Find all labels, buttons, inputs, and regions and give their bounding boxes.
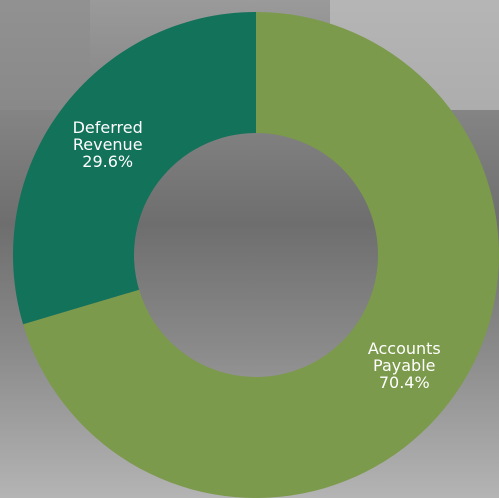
slice-name: Accounts Payable — [367, 339, 441, 376]
slice-value: 70.4% — [378, 373, 430, 393]
slice-label: Accounts Payable 70.4% — [349, 340, 459, 391]
slice-label: Deferred Revenue 29.6% — [53, 119, 163, 170]
slice-value: 29.6% — [82, 151, 134, 171]
slice-name: Deferred Revenue — [72, 117, 143, 154]
donut-slice — [23, 12, 499, 498]
background-sign — [0, 0, 90, 110]
donut-slice — [13, 12, 257, 325]
